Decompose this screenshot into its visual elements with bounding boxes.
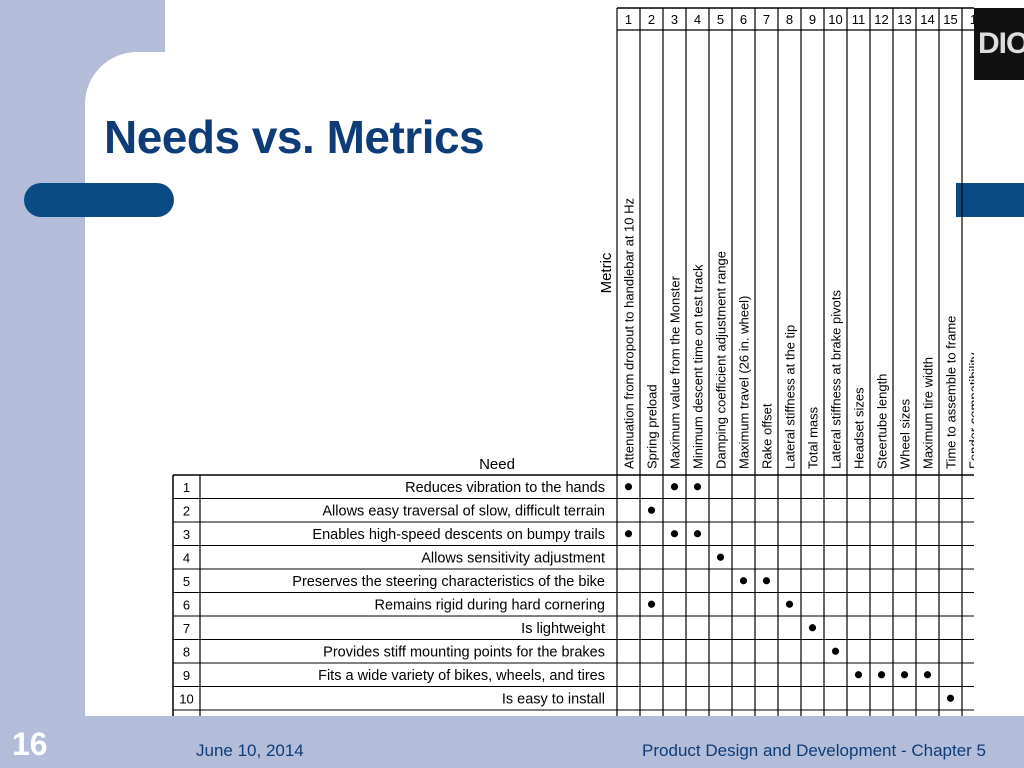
metric-label: Headset sizes xyxy=(852,387,867,469)
relation-dot xyxy=(716,553,725,561)
metric-number: 6 xyxy=(740,12,747,27)
content-panel xyxy=(85,52,1024,716)
need-label: Remains rigid during hard cornering xyxy=(374,597,605,613)
metric-label: Maximum tire width xyxy=(921,357,936,469)
metric-label: Lateral stiffness at brake pivots xyxy=(829,290,844,469)
metric-label: Spring preload xyxy=(645,384,660,469)
title-underline-bar-right xyxy=(956,183,1024,217)
need-number: 11 xyxy=(180,715,194,730)
slide-title: Needs vs. Metrics xyxy=(104,111,485,163)
metric-number: 3 xyxy=(671,12,678,27)
slide-number: 16 xyxy=(12,726,48,762)
metric-number: 4 xyxy=(694,12,701,27)
metric-label: Rake offset xyxy=(760,403,775,469)
need-number: 1 xyxy=(183,480,190,495)
need-number: 8 xyxy=(183,644,190,659)
metric-label: Damping coefficient adjustment range xyxy=(714,251,729,469)
metric-label: Wheel sizes xyxy=(898,398,913,469)
relation-dot xyxy=(854,671,863,679)
metric-label: Attenuation from dropout to handlebar at… xyxy=(622,198,637,469)
metric-number: 7 xyxy=(763,12,770,27)
metric-label: Steertube length xyxy=(875,374,890,469)
metric-header-label: Metric xyxy=(598,252,615,293)
relation-dot xyxy=(624,483,633,491)
metric-number: 10 xyxy=(828,12,842,27)
metric-number: 8 xyxy=(786,12,793,27)
relation-dot xyxy=(647,506,656,514)
relation-dot xyxy=(670,530,679,538)
need-label: Fits a wide variety of bikes, wheels, an… xyxy=(318,668,605,684)
bottom-decor-band xyxy=(0,716,1024,768)
relation-dot xyxy=(785,600,794,608)
relation-dot xyxy=(877,671,886,679)
metric-number: 9 xyxy=(809,12,816,27)
metric-number: 12 xyxy=(874,12,888,27)
relation-dot xyxy=(739,577,748,585)
relation-dot xyxy=(647,600,656,608)
metric-number: 1 xyxy=(625,12,632,27)
metric-number: 13 xyxy=(897,12,911,27)
need-label: Works with fenders xyxy=(482,715,605,731)
metric-label: Minimum descent time on test track xyxy=(691,264,706,469)
need-label: Reduces vibration to the hands xyxy=(405,480,605,496)
relation-dot xyxy=(946,694,955,702)
need-number: 10 xyxy=(179,691,193,706)
metric-label: Fender compatibility xyxy=(967,352,982,469)
need-number: 7 xyxy=(183,621,190,636)
need-label: Provides stiff mounting points for the b… xyxy=(323,644,605,660)
metric-number: 11 xyxy=(852,12,866,27)
relation-dot xyxy=(923,671,932,679)
relation-dot xyxy=(693,483,702,491)
metric-label: Time to assemble to frame xyxy=(944,316,959,469)
need-number: 9 xyxy=(183,668,190,683)
need-label: Preserves the steering characteristics o… xyxy=(292,574,605,590)
metric-label: Maximum value from the Monster xyxy=(668,275,683,469)
need-label: Allows sensitivity adjustment xyxy=(421,550,605,566)
footer-course-title: Product Design and Development - Chapter… xyxy=(642,741,986,760)
need-number: 4 xyxy=(183,550,190,565)
metric-number: 15 xyxy=(943,12,957,27)
need-number: 5 xyxy=(183,574,190,589)
metric-number: 2 xyxy=(648,12,655,27)
metric-number: 5 xyxy=(717,12,724,27)
title-underline-bar-left xyxy=(24,183,174,217)
footer-date: June 10, 2014 xyxy=(196,741,304,760)
relation-dot xyxy=(900,671,909,679)
relation-dot xyxy=(624,530,633,538)
need-header-label: Need xyxy=(479,456,515,473)
need-number: 2 xyxy=(183,503,190,518)
need-label: Is lightweight xyxy=(521,621,605,637)
need-number: 6 xyxy=(183,597,190,612)
need-label: Allows easy traversal of slow, difficult… xyxy=(322,503,605,519)
need-label: Is easy to install xyxy=(502,691,605,707)
relation-dot xyxy=(831,647,840,655)
metric-label: Total mass xyxy=(806,406,821,469)
metric-label: Lateral stiffness at the tip xyxy=(783,325,798,469)
need-number: 3 xyxy=(183,527,190,542)
metric-number: 14 xyxy=(920,12,934,27)
relation-dot xyxy=(762,577,771,585)
publisher-logo: DIO xyxy=(974,8,1024,80)
metric-label: Maximum travel (26 in. wheel) xyxy=(737,296,752,469)
relation-dot xyxy=(808,624,817,632)
metric-number: 1 xyxy=(970,12,977,27)
relation-dot xyxy=(693,530,702,538)
need-label: Enables high-speed descents on bumpy tra… xyxy=(312,527,605,543)
relation-dot xyxy=(670,483,679,491)
